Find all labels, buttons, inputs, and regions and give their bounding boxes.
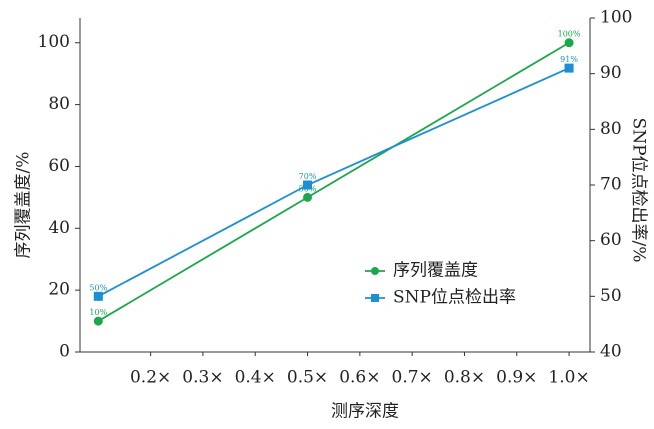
y2-tick-label: 40	[600, 342, 622, 362]
y-tick-label: 80	[48, 94, 70, 114]
series-line	[97, 41, 570, 322]
y2-tick-label: 100	[600, 8, 632, 28]
y2-tick-label: 80	[600, 119, 622, 139]
legend-label: 序列覆盖度	[393, 261, 478, 281]
value-label: 10%	[89, 308, 107, 317]
point	[93, 291, 103, 301]
y2-axis-title: SNP位点检出率/%	[629, 118, 649, 263]
legend-label: SNP位点检出率	[393, 288, 516, 308]
x-axis-title: 测序深度	[331, 402, 399, 422]
y2-tick-label: 70	[600, 175, 622, 195]
x-tick-label: 0.8×	[444, 368, 485, 388]
y2-tick-label: 50	[600, 286, 622, 306]
point	[303, 180, 313, 190]
legend-marker	[371, 294, 379, 302]
value-label: 50%	[89, 283, 107, 292]
point	[303, 192, 313, 202]
x-tick-label: 0.5×	[287, 368, 328, 388]
point	[564, 63, 574, 73]
y-tick-label: 100	[38, 32, 70, 52]
value-label: 70%	[299, 172, 317, 181]
y-tick-label: 0	[59, 342, 70, 362]
x-tick-label: 0.7×	[392, 368, 433, 388]
y2-tick-label: 60	[600, 230, 622, 250]
legend-marker	[371, 267, 379, 275]
x-tick-label: 0.4×	[235, 368, 276, 388]
value-label: 91%	[560, 55, 578, 64]
x-tick-label: 0.6×	[339, 368, 380, 388]
x-tick-label: 1.0×	[548, 368, 589, 388]
x-tick-label: 0.3×	[182, 368, 223, 388]
point	[564, 38, 574, 48]
y-axis-title: 序列覆盖度/%	[14, 152, 34, 259]
value-label: 100%	[558, 30, 581, 39]
x-tick-label: 0.2×	[130, 368, 171, 388]
y-tick-label: 20	[48, 280, 70, 300]
y-tick-label: 60	[48, 156, 70, 176]
x-tick-label: 0.9×	[496, 368, 537, 388]
y-tick-label: 40	[48, 218, 70, 238]
y2-tick-label: 90	[600, 63, 622, 83]
point	[93, 316, 103, 326]
